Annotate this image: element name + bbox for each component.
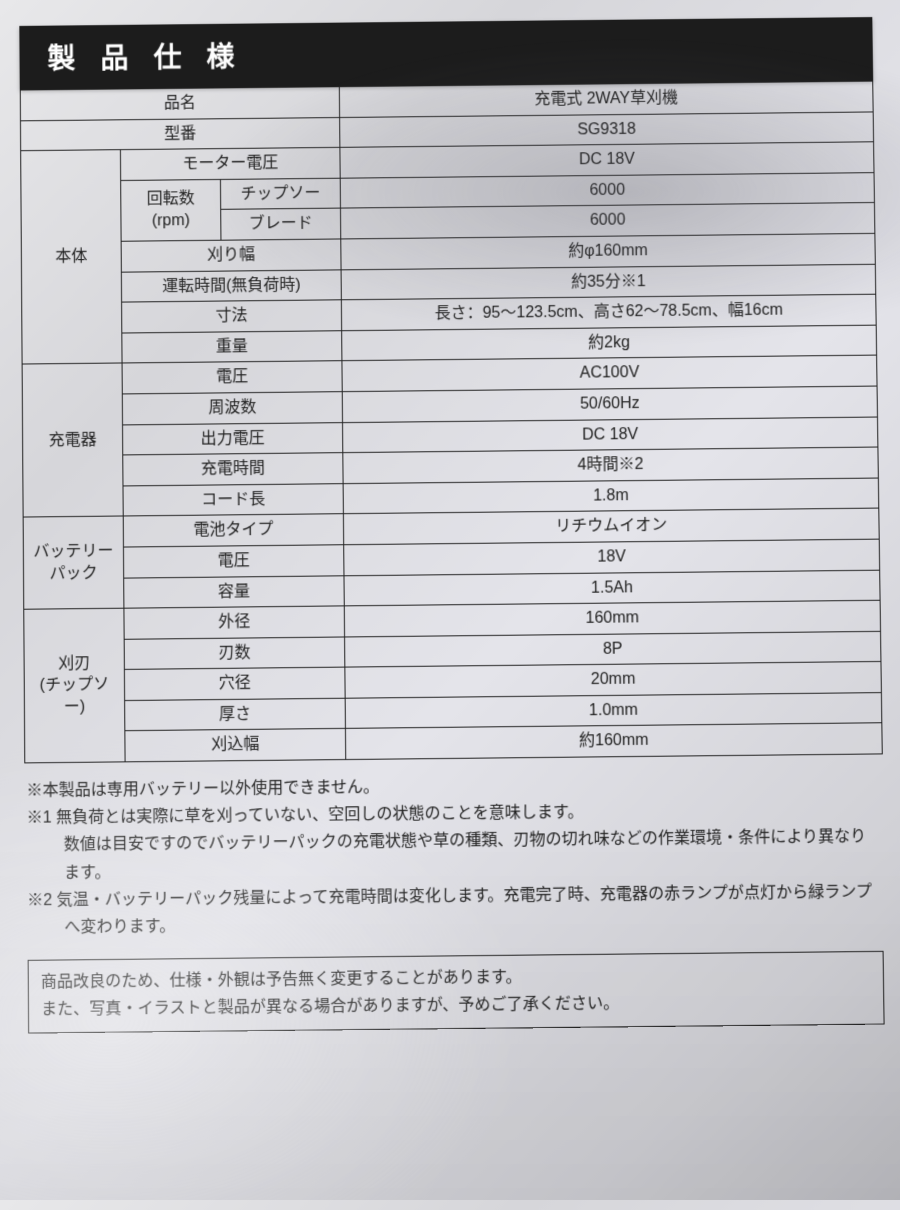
group-label-blade: 刈刃(チップソー): [24, 608, 125, 763]
spec-label: 外径: [124, 606, 345, 639]
group-label-charger: 充電器: [22, 363, 123, 517]
spec-label: コード長: [123, 483, 343, 516]
spec-label: 容量: [124, 575, 345, 608]
spec-label: 周波数: [122, 392, 342, 425]
group-label-battery: バッテリーパック: [23, 516, 124, 609]
spec-label: 刈込幅: [125, 729, 346, 762]
spec-label: ブレード: [221, 208, 341, 240]
spec-label: 厚さ: [125, 698, 346, 731]
spec-value: 約160mm: [345, 723, 882, 759]
spec-label: 穴径: [124, 667, 345, 700]
footnotes: ※本製品は専用バッテリー以外使用できません。 ※1 無負荷とは実際に草を刈ってい…: [26, 769, 883, 942]
spec-label: 充電時間: [123, 453, 343, 486]
spec-label: チップソー: [220, 178, 340, 210]
spec-label: 重量: [122, 330, 342, 363]
spec-label: 電圧: [123, 545, 344, 578]
spec-label: 出力電圧: [123, 422, 343, 455]
spec-label: 運転時間(無負荷時): [121, 269, 341, 302]
spec-label: 刈り幅: [121, 239, 341, 272]
spec-label: 刃数: [124, 637, 345, 670]
spec-label: 品名: [20, 87, 339, 121]
spec-label: 寸法: [122, 300, 342, 333]
spec-table: 品名 充電式 2WAY草刈機 型番 SG9318 本体 モーター電圧 DC 18…: [20, 81, 883, 764]
spec-label: 型番: [20, 117, 339, 151]
spec-label: 回転数(rpm): [121, 179, 221, 241]
disclaimer-box: 商品改良のため、仕様・外観は予告無く変更することがあります。 また、写真・イラス…: [28, 951, 885, 1033]
spec-label: 電池タイプ: [123, 514, 343, 547]
section-header: 製品仕様: [19, 17, 873, 89]
group-label-body: 本体: [21, 150, 122, 365]
footnote-line: ※2 気温・バッテリーパック残量によって充電時間は変化します。充電完了時、充電器…: [27, 878, 883, 942]
spec-label: モーター電圧: [120, 148, 340, 181]
spec-label: 電圧: [122, 361, 342, 394]
footnote-line: 数値は目安ですのでバッテリーパックの充電状態や草の種類、刃物の切れ味などの作業環…: [27, 823, 883, 887]
